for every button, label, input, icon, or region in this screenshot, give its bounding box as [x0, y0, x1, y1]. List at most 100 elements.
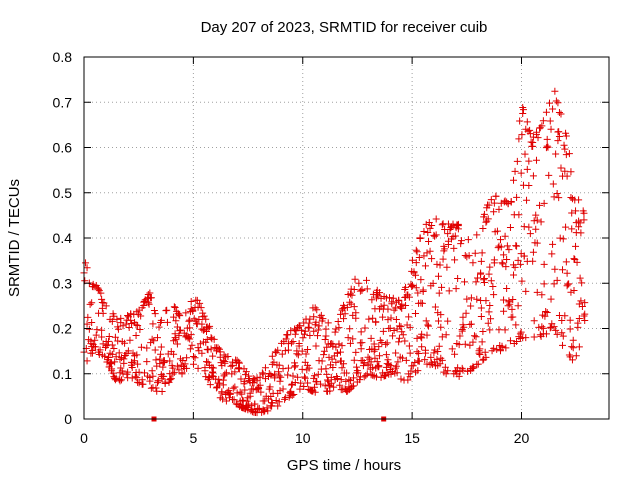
data-point	[124, 312, 132, 320]
data-point	[113, 315, 121, 323]
data-point	[219, 395, 227, 403]
data-point	[301, 373, 308, 381]
data-point	[515, 211, 523, 219]
data-point	[461, 340, 469, 348]
data-point	[536, 331, 544, 339]
data-point	[570, 286, 578, 294]
data-point	[304, 379, 312, 387]
data-point	[398, 300, 406, 308]
data-point	[284, 346, 292, 354]
data-point	[550, 193, 558, 201]
data-point	[416, 234, 424, 242]
data-point	[194, 364, 202, 372]
data-point	[412, 271, 420, 279]
data-point	[212, 384, 220, 392]
data-point	[313, 306, 321, 314]
data-point	[462, 309, 470, 317]
data-point	[355, 279, 363, 287]
data-point	[442, 370, 450, 378]
data-point	[529, 248, 537, 256]
data-point	[296, 322, 304, 330]
data-point	[555, 132, 563, 140]
data-point	[415, 349, 423, 357]
data-point	[291, 363, 299, 371]
data-point	[434, 317, 442, 325]
data-point	[134, 360, 142, 368]
data-point	[267, 371, 275, 379]
data-point	[412, 259, 420, 267]
data-point	[327, 373, 335, 381]
data-point	[310, 327, 318, 335]
data-point	[569, 336, 577, 344]
data-point	[329, 363, 337, 371]
data-point	[506, 337, 514, 345]
data-point	[206, 381, 214, 389]
data-point	[395, 334, 403, 342]
data-point	[419, 286, 427, 294]
data-point	[369, 363, 377, 371]
data-point	[546, 324, 554, 332]
data-point	[481, 348, 489, 356]
data-point	[176, 312, 184, 320]
data-point	[336, 348, 344, 356]
data-point	[154, 334, 161, 342]
data-point	[559, 332, 567, 340]
data-point	[313, 378, 321, 386]
data-point	[98, 333, 106, 341]
data-points	[80, 87, 589, 417]
data-point	[556, 234, 564, 242]
data-point	[572, 207, 580, 215]
data-point	[442, 331, 450, 339]
data-point	[425, 237, 433, 245]
data-point	[300, 383, 308, 391]
data-point	[475, 347, 483, 355]
data-point	[209, 364, 217, 372]
data-point	[152, 356, 160, 364]
data-point	[560, 141, 568, 149]
data-point	[248, 402, 256, 410]
data-point	[188, 341, 196, 349]
data-point	[514, 302, 522, 310]
data-point	[358, 287, 366, 295]
data-point	[301, 327, 309, 335]
data-point	[438, 356, 446, 364]
data-point	[406, 373, 414, 381]
data-point	[418, 299, 426, 307]
data-point	[241, 386, 249, 394]
data-point	[470, 364, 478, 372]
data-point	[428, 221, 436, 229]
data-point	[540, 280, 548, 288]
x-tick-label: 10	[295, 430, 311, 446]
data-point	[513, 193, 521, 201]
data-point	[185, 317, 193, 325]
data-point	[184, 334, 192, 342]
data-point	[274, 346, 282, 354]
data-point	[454, 220, 462, 228]
data-point	[140, 369, 148, 377]
y-axis-label: SRMTID / TECUs	[6, 179, 23, 297]
data-point	[371, 345, 379, 353]
data-point	[363, 285, 371, 293]
y-tick-label: 0.7	[53, 94, 73, 110]
data-point	[521, 150, 529, 158]
data-point	[231, 368, 239, 376]
data-point	[434, 272, 442, 280]
data-point	[581, 299, 589, 307]
data-point	[500, 251, 508, 259]
data-point	[175, 366, 183, 374]
data-point	[509, 313, 517, 321]
data-point	[249, 374, 257, 382]
data-point	[495, 326, 503, 334]
data-point	[424, 228, 432, 236]
data-point	[501, 326, 509, 334]
data-point	[411, 359, 419, 367]
data-point	[189, 352, 197, 360]
data-point	[206, 322, 214, 330]
data-point	[131, 373, 139, 381]
data-point	[418, 330, 426, 338]
data-point	[567, 168, 575, 176]
data-point	[363, 276, 371, 284]
data-point	[402, 283, 410, 291]
data-point	[172, 317, 180, 325]
